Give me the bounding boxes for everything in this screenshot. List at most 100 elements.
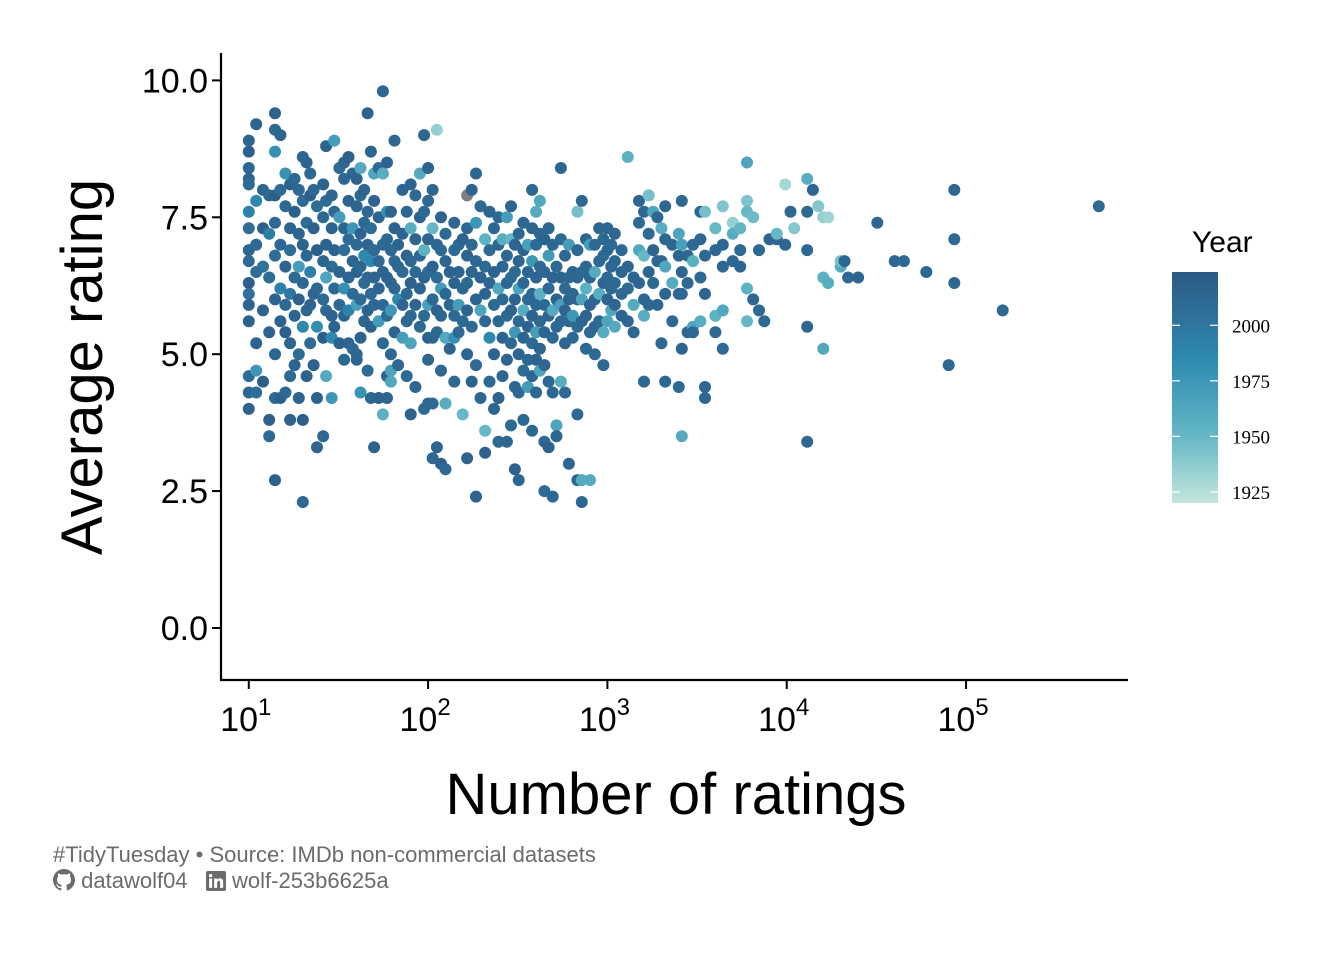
data-point [456,233,469,246]
data-point [647,244,660,257]
data-point [279,326,292,339]
data-point [274,183,287,196]
data-point [483,244,496,257]
x-tick-label: 101 [220,694,271,739]
data-point [642,298,655,311]
data-point [413,320,426,333]
y-tick-label: 10.0 [142,62,208,100]
data-point [456,315,469,328]
data-point [741,156,753,169]
x-axis-ticks: 101 102 103 104 105 [220,680,989,739]
data-point [474,304,487,317]
data-point [488,298,500,311]
data-point [284,222,297,235]
data-point [317,430,330,443]
data-point [838,255,851,268]
data-point [542,282,555,295]
data-point [716,200,729,213]
data-point [512,315,525,328]
data-point [608,298,621,311]
data-point [435,244,447,257]
data-point [274,238,287,251]
data-point [257,304,269,317]
github-icon [53,869,75,897]
data-point [483,375,496,388]
data-point [461,277,474,289]
data-point [942,359,955,372]
data-point [288,309,301,322]
data-point [361,107,374,120]
data-point [422,162,435,174]
data-point [388,282,401,295]
data-point [716,342,729,355]
data-point [263,430,276,443]
data-point [530,298,543,311]
data-point [699,392,711,404]
data-point [257,260,269,273]
data-point [533,342,546,355]
data-point [580,309,592,322]
data-point [479,233,492,246]
x-tick-label: 102 [400,694,451,739]
data-point [269,249,281,262]
data-point [608,227,621,240]
data-point [638,205,650,218]
data-point [465,238,478,251]
data-point [404,255,417,268]
data-point [505,200,517,213]
data-point [404,309,417,322]
data-point [396,298,409,311]
data-point [435,309,447,322]
data-point [1092,200,1105,213]
data-point [409,233,422,246]
linkedin-handle: wolf-253b6625a [232,868,389,893]
data-point [443,342,456,355]
caption-social: datawolf04 wolf-253b6625a [53,868,389,897]
data-point [517,216,530,229]
data-point [304,167,317,180]
data-point [788,222,801,235]
data-point [376,85,389,98]
data-point [350,353,363,366]
data-point [496,331,509,344]
data-point [533,315,546,328]
data-point [479,260,492,273]
data-point [404,277,417,289]
data-point [328,282,341,295]
data-point [242,162,255,174]
data-point [747,293,760,306]
data-point [333,211,346,224]
data-point [350,238,363,251]
data-point [409,266,422,278]
y-axis-title: Average rating [50,179,115,555]
data-point [517,413,530,426]
data-point [418,205,431,218]
x-tick-label: 103 [579,694,630,739]
data-point [288,172,301,185]
data-point [470,255,482,268]
data-point [550,260,563,273]
data-point [651,298,664,311]
data-point [571,205,584,218]
data-point [655,222,668,235]
data-point [588,266,601,278]
data-point [633,216,645,229]
data-point [296,496,309,508]
data-point [242,315,255,328]
data-point [422,194,435,207]
data-point [559,249,571,262]
data-point [655,337,668,350]
data-points [242,85,1105,508]
data-point [597,359,610,372]
data-point [418,309,431,322]
data-point [292,183,305,196]
data-point [638,249,650,262]
data-point [368,271,381,284]
data-point [461,452,474,465]
data-point [562,457,575,470]
data-point [269,474,281,487]
data-point [404,222,417,235]
data-point [699,249,711,262]
data-point [381,156,393,169]
legend-title: Year [1192,226,1253,259]
